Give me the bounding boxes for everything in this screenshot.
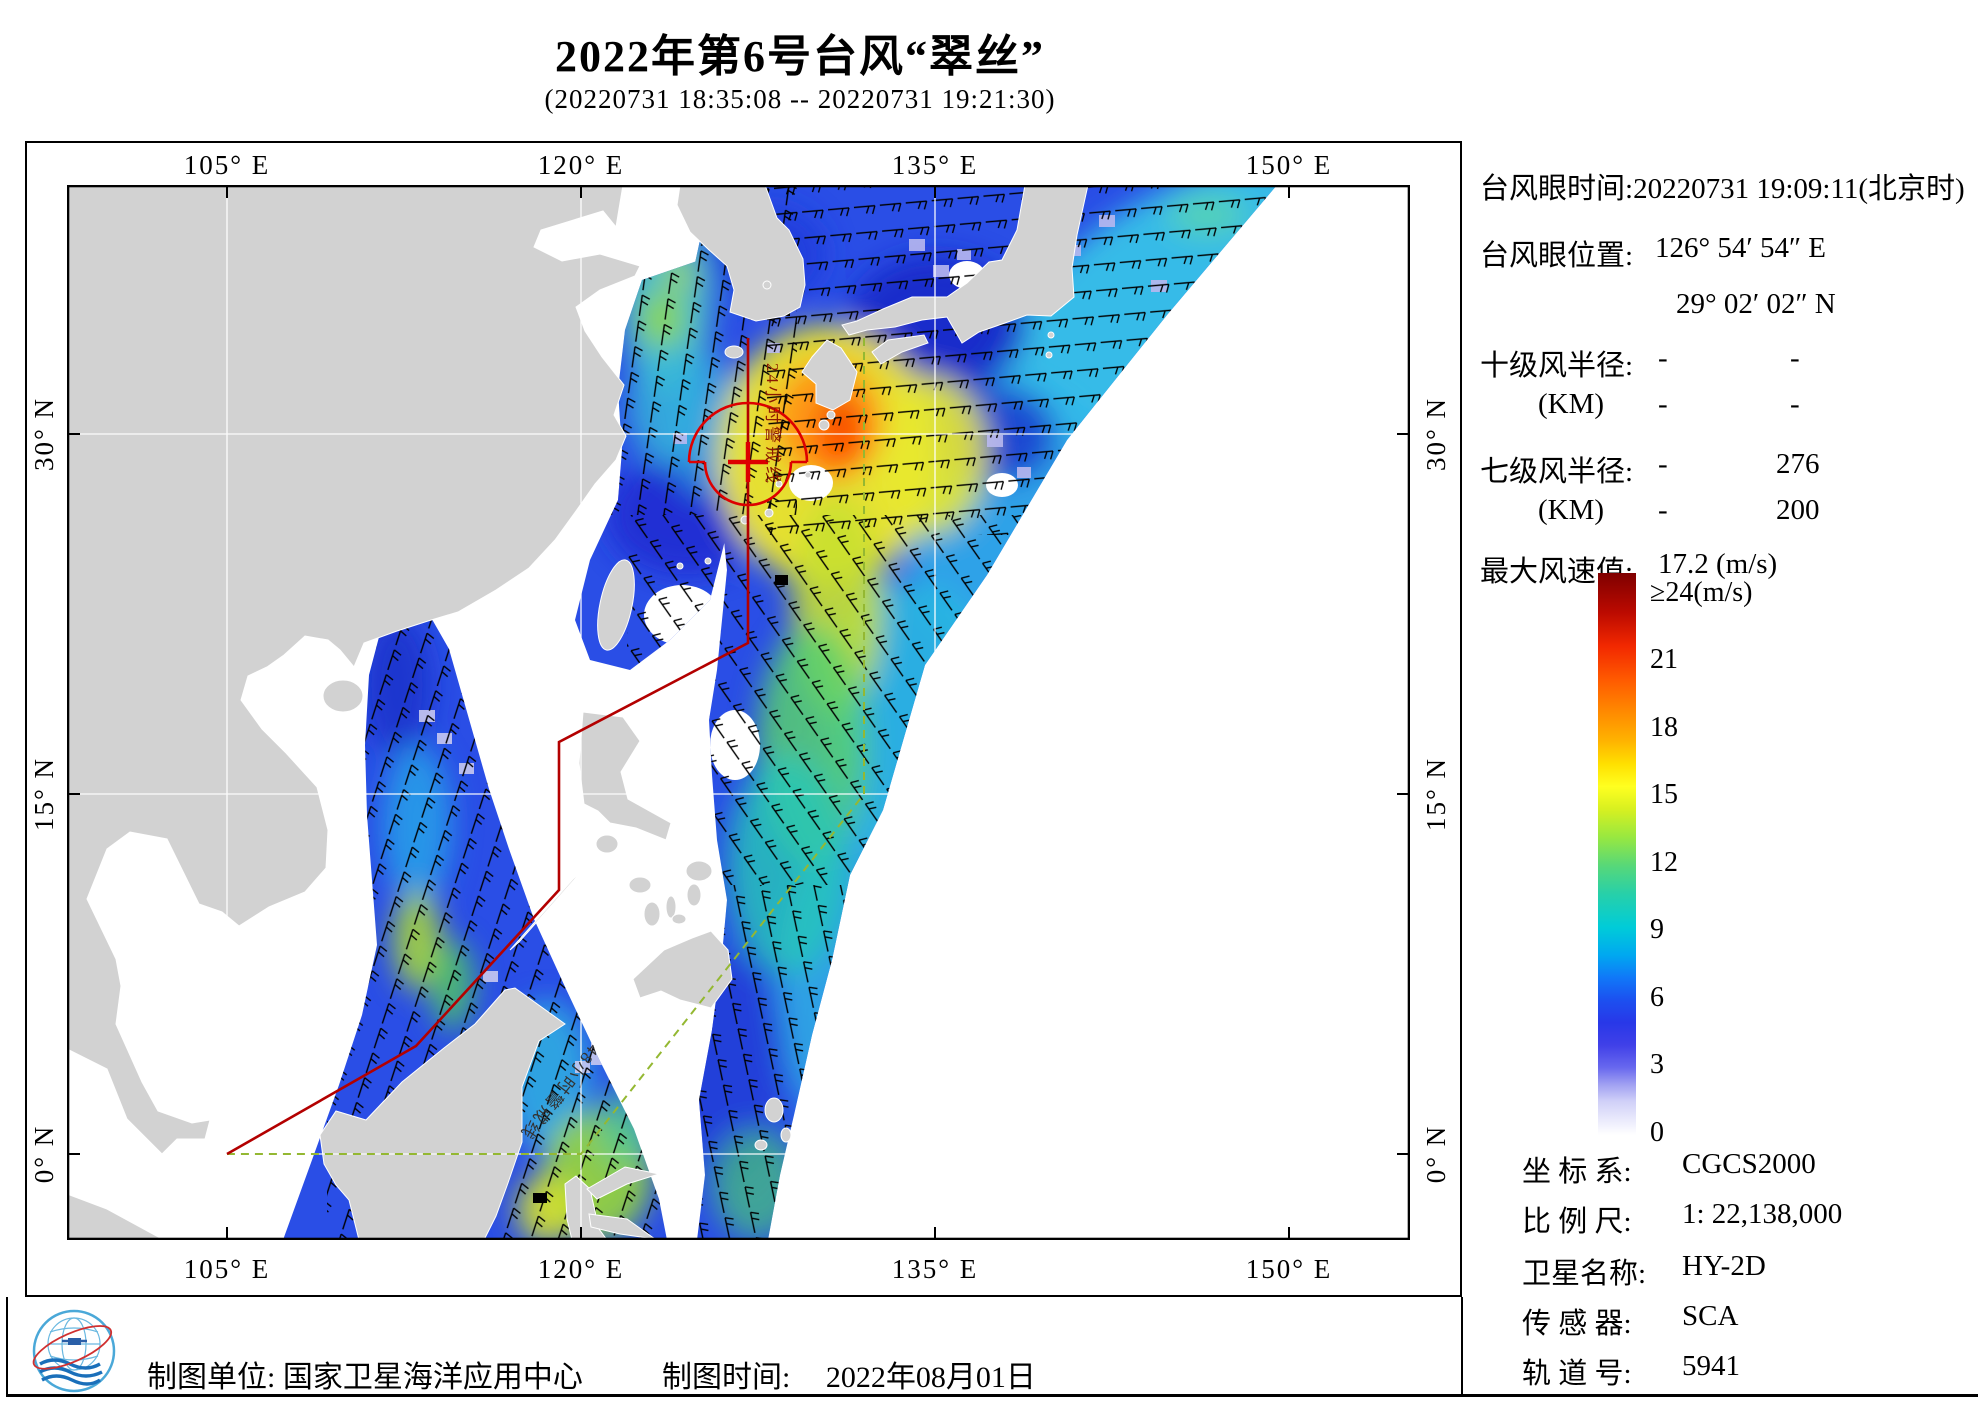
sensor-label: 传 感 器:	[1522, 1308, 1632, 1340]
colorbar-tick-21: 21	[1650, 644, 1678, 675]
mapping-unit-row: 制图单位: 国家卫星海洋应用中心	[147, 1352, 583, 1396]
mapping-time-row: 制图时间: 2022年08月01日	[662, 1352, 1036, 1396]
map-scale-value: 1: 22,138,000	[1682, 1198, 1843, 1230]
sensor-row: 传 感 器: SCA	[1522, 1300, 1738, 1342]
bottom-axis-135e: 135° E	[891, 1254, 979, 1284]
r10-value-2: -	[1790, 342, 1800, 374]
satellite-value: HY-2D	[1682, 1250, 1766, 1282]
r10-unit: (KM)	[1538, 388, 1605, 420]
colorbar-tick-6: 6	[1650, 982, 1664, 1013]
mapping-unit-label: 制图单位:	[147, 1361, 276, 1394]
page-bottom-border	[6, 1394, 1978, 1397]
right-axis-15n: 15° N	[1421, 756, 1451, 832]
orbit-row: 轨 道 号: 5941	[1522, 1350, 1740, 1392]
plot-border	[67, 185, 1410, 1240]
nsoas-logo	[32, 1309, 116, 1393]
colorbar-tick-0: 0	[1650, 1117, 1664, 1148]
wind-speed-colorbar	[1598, 573, 1636, 1135]
r7-unit: (KM)	[1538, 494, 1605, 526]
landmasses	[67, 185, 1089, 1240]
panel-separator-line	[1461, 1297, 1463, 1396]
r10-row: 十级风半径: - -	[1480, 342, 1800, 384]
land-kyushu	[801, 339, 858, 411]
eye-time-row: 台风眼时间:20220731 19:09:11(北京时)	[1480, 165, 1965, 207]
satellite-row: 卫星名称: HY-2D	[1522, 1250, 1766, 1292]
left-axis-15n: 15° N	[29, 756, 59, 832]
right-axis-30n: 30° N	[1421, 396, 1451, 472]
r7-label: 七级风半径:	[1480, 456, 1634, 488]
sensor-value: SCA	[1682, 1300, 1739, 1332]
land-korea	[676, 185, 806, 322]
max-wind-value: 17.2 (m/s)	[1658, 548, 1778, 580]
colorbar-tick-24: ≥24(m/s)	[1650, 577, 1753, 608]
r7-value-1: -	[1658, 448, 1668, 480]
left-axis-0n: 0° N	[29, 1124, 59, 1184]
bottom-axis-150e: 150° E	[1245, 1254, 1333, 1284]
page-title: 2022年第6号台风“翠丝”	[555, 32, 1045, 81]
eye-time-value: 20220731 19:09:11(北京时)	[1633, 173, 1965, 205]
r10-value-4: -	[1790, 388, 1800, 420]
orbit-label: 轨 道 号:	[1522, 1358, 1632, 1390]
warning-line-24h	[226, 338, 750, 1156]
bottom-axis-105e: 105° E	[183, 1254, 271, 1284]
orbit-value: 5941	[1682, 1350, 1740, 1382]
land-honshu	[841, 185, 1089, 344]
top-axis-120e: 120° E	[537, 150, 625, 180]
r7-value-3: -	[1658, 494, 1668, 526]
land-mindanao	[632, 930, 733, 1009]
top-axis-150e: 150° E	[1245, 150, 1333, 180]
r10-value-1: -	[1658, 342, 1668, 374]
mapping-time-label: 制图时间:	[662, 1361, 791, 1394]
right-axis-0n: 0° N	[1421, 1124, 1451, 1184]
warning-line-24h-label: 24小时警戒线	[763, 363, 782, 486]
eye-pos-row: 台风眼位置: 126° 54′ 54″ E	[1480, 232, 1826, 274]
r7-value-2: 276	[1776, 448, 1820, 480]
land-taiwan	[597, 559, 635, 651]
colorbar-tick-15: 15	[1650, 779, 1678, 810]
eye-lon-value: 126° 54′ 54″ E	[1655, 232, 1826, 264]
r10-label: 十级风半径:	[1480, 350, 1634, 382]
top-axis-105e: 105° E	[183, 150, 271, 180]
colorbar-tick-12: 12	[1650, 847, 1678, 878]
typhoon-eye-marker	[687, 401, 809, 507]
warning-line-48h	[227, 338, 865, 1155]
r10-value-3: -	[1658, 388, 1668, 420]
map-frame	[25, 141, 1462, 1297]
graticule	[67, 185, 1410, 1240]
colorbar-tick-3: 3	[1650, 1049, 1664, 1080]
coord-system-row: 坐 标 系: CGCS2000	[1522, 1148, 1816, 1190]
land-shikoku	[871, 334, 929, 365]
typhoon-wind-map: 24小时警戒线 48小时警戒线	[67, 185, 1410, 1240]
eye-time-label: 台风眼时间:	[1480, 173, 1634, 205]
land-borneo	[319, 987, 566, 1240]
land-china-indochina	[67, 185, 641, 1155]
map-scale-label: 比 例 尺:	[1522, 1206, 1632, 1238]
footer-left-border	[6, 1297, 8, 1396]
mapping-unit-value: 国家卫星海洋应用中心	[282, 1361, 583, 1394]
page-subtitle: (20220731 18:35:08 -- 20220731 19:21:30)	[544, 84, 1056, 114]
r7-row: 七级风半径: - 276	[1480, 448, 1820, 490]
land-palawan	[509, 870, 583, 951]
eye-lat-value: 29° 02′ 02″ N	[1676, 288, 1836, 320]
land-hainan	[322, 679, 364, 713]
coord-system-value: CGCS2000	[1682, 1148, 1816, 1180]
eye-pos-label: 台风眼位置:	[1480, 240, 1634, 272]
left-axis-30n: 30° N	[29, 396, 59, 472]
colorbar-tick-18: 18	[1650, 712, 1678, 743]
coord-system-label: 坐 标 系:	[1522, 1156, 1632, 1188]
r7-value-4: 200	[1776, 494, 1820, 526]
map-scale-row: 比 例 尺: 1: 22,138,000	[1522, 1198, 1842, 1240]
land-luzon	[578, 711, 672, 841]
top-axis-135e: 135° E	[891, 150, 979, 180]
bottom-axis-120e: 120° E	[537, 1254, 625, 1284]
satellite-label: 卫星名称:	[1522, 1258, 1647, 1290]
colorbar-tick-9: 9	[1650, 914, 1664, 945]
mapping-time-value: 2022年08月01日	[825, 1361, 1036, 1394]
